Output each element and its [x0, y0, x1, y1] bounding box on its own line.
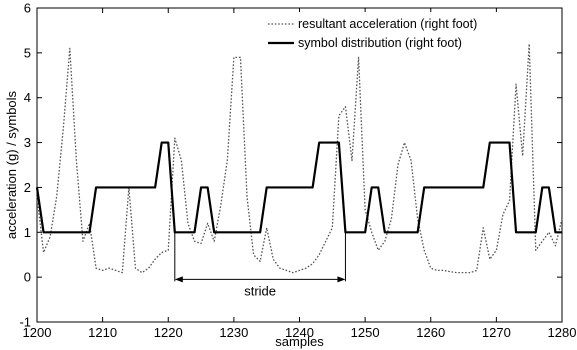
x-tick-label: 1240 — [285, 325, 314, 340]
x-tick-label: 1200 — [23, 325, 52, 340]
y-axis-label: acceleration (g) / symbols — [4, 90, 19, 239]
x-tick-label: 1220 — [154, 325, 183, 340]
stride-label: stride — [244, 283, 276, 298]
series-acceleration-line — [36, 43, 563, 274]
stride-arrow-head-left — [174, 276, 183, 283]
y-axis-ticks: -1 0 1 2 3 4 5 6 — [19, 1, 562, 330]
x-axis-ticks: 1200 1210 1220 1230 1240 1250 1260 1270 1280 — [23, 8, 577, 340]
legend-box — [262, 12, 510, 52]
y-tick-label: 0 — [24, 270, 31, 285]
x-tick-label: 1260 — [416, 325, 445, 340]
legend: resultant acceleration (right foot) symb… — [262, 12, 510, 52]
legend-entry-acceleration: resultant acceleration (right foot) — [298, 17, 477, 31]
x-tick-label: 1270 — [482, 325, 511, 340]
y-tick-label: 4 — [24, 90, 31, 105]
legend-entry-symbols: symbol distribution (right foot) — [298, 36, 462, 50]
x-tick-label: 1250 — [351, 325, 380, 340]
y-tick-label: 1 — [24, 225, 31, 240]
series-symbols-line — [35, 141, 562, 234]
x-tick-label: 1280 — [548, 325, 577, 340]
y-tick-label: 6 — [24, 1, 31, 16]
x-tick-label: 1210 — [88, 325, 117, 340]
y-tick-label: -1 — [19, 315, 31, 330]
y-tick-label: 3 — [24, 135, 31, 150]
annotation-layer: stride — [174, 232, 346, 298]
x-axis-label: samples — [275, 334, 324, 349]
y-tick-label: 5 — [24, 45, 31, 60]
plot-frame — [36, 7, 563, 323]
x-tick-label: 1230 — [219, 325, 248, 340]
series-layer — [35, 43, 563, 274]
stride-arrow-head-right — [337, 276, 346, 283]
y-tick-label: 2 — [24, 180, 31, 195]
